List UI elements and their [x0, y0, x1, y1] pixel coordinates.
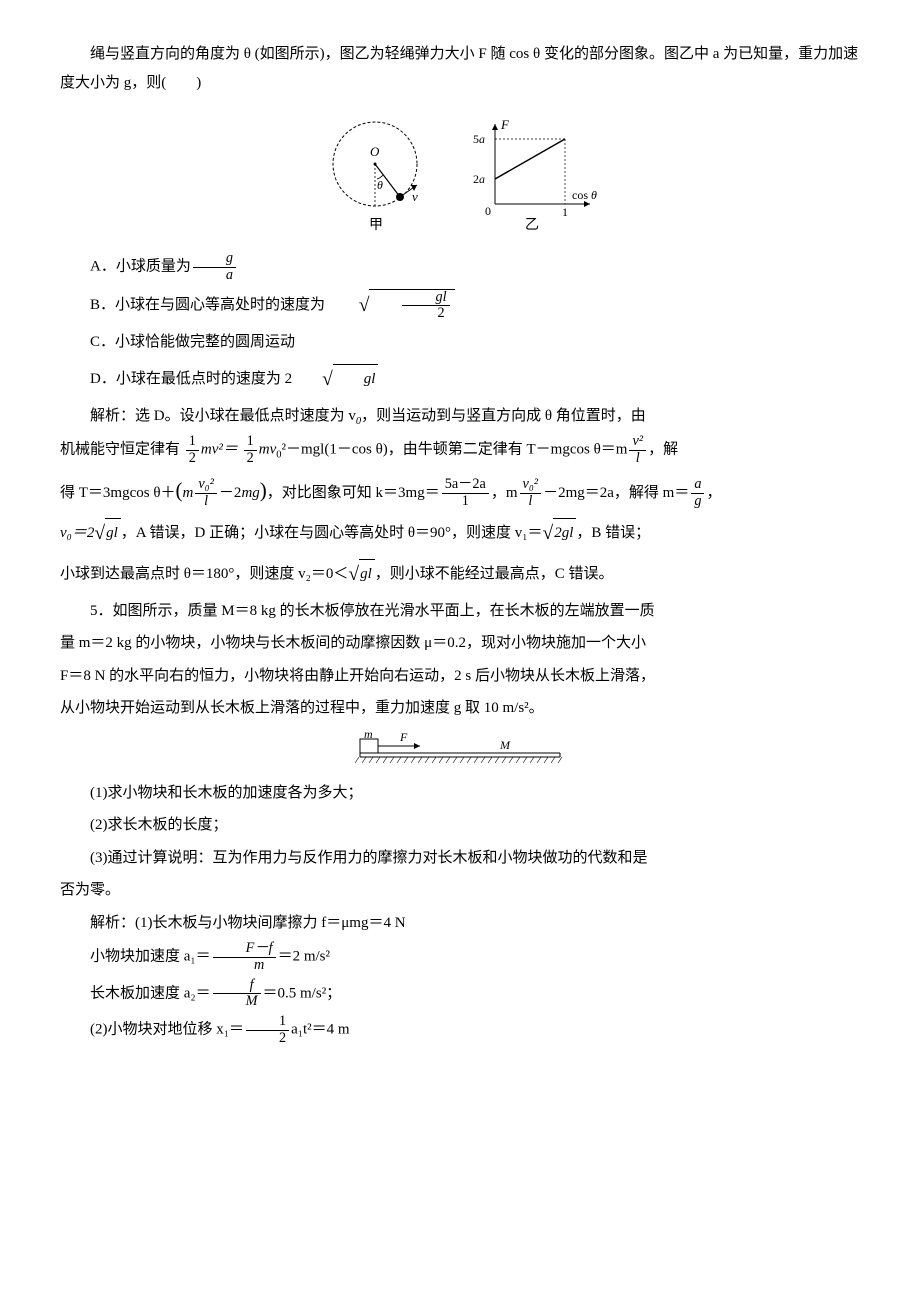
- option-D: D．小球在最低点时的速度为 2√gl: [60, 361, 860, 398]
- q5-line2: 量 m＝2 kg 的小物块，小物块与长木板间的动摩擦因数 μ＝0.2，现对小物块…: [60, 629, 860, 658]
- graph-2a: 2a: [473, 172, 485, 186]
- diagram-row-1: O θ v 甲 F 5a 2a 0 1 cos θ 乙: [60, 109, 860, 239]
- graph-0: 0: [485, 204, 491, 218]
- sol2-l2: 小物块加速度 a₁＝F－fm＝2 m/s²: [60, 941, 860, 973]
- option-C: C．小球恰能做完整的圆周运动: [60, 328, 860, 357]
- caption-jia: 甲: [369, 218, 383, 233]
- label-v: v: [412, 189, 418, 204]
- subq-3: (3)通过计算说明：互为作用力与反作用力的摩擦力对长木板和小物块做功的代数和是: [60, 844, 860, 873]
- intro-paragraph: 绳与竖直方向的角度为 θ (如图所示)，图乙为轻绳弹力大小 F 随 cos θ …: [60, 40, 860, 97]
- graph-F: F: [500, 117, 510, 132]
- sol2-l4: (2)小物块对地位移 x₁＝12a₁t²＝4 m: [60, 1014, 860, 1046]
- graph-cos: cos θ: [572, 188, 597, 202]
- caption-yi: 乙: [525, 217, 539, 233]
- solution1-line3: 得 T＝3mgcos θ＋(mv₀²l－2mg)，对比图象可知 k＝3mg＝5a…: [60, 471, 860, 511]
- solution1-line4: v₀＝2√gl，A 错误，D 正确；小球在与圆心等高处时 θ＝90°，则速度 v…: [60, 515, 860, 552]
- label-theta: θ: [377, 178, 383, 192]
- q5-line4: 从小物块开始运动到从长木板上滑落的过程中，重力加速度 g 取 10 m/s²。: [60, 694, 860, 723]
- solution1-line5: 小球到达最高点时 θ＝180°，则速度 v₂＝0＜√gl，则小球不能经过最高点，…: [60, 556, 860, 593]
- option-A: A．小球质量为ga: [60, 251, 860, 283]
- q5-line3: F＝8 N 的水平向右的恒力，小物块将由静止开始向右运动，2 s 后小物块从长木…: [60, 662, 860, 691]
- solution1-line2: 机械能守恒定律有 12mv²＝ 12mv0²－mgl(1－cos θ)，由牛顿第…: [60, 434, 860, 466]
- subq-1: (1)求小物块和长木板的加速度各为多大；: [60, 779, 860, 808]
- graph-5a: 5a: [473, 132, 485, 146]
- graph-1: 1: [562, 205, 568, 219]
- label-m: m: [364, 731, 373, 741]
- option-B: B．小球在与圆心等高处时的速度为 √gl2: [60, 287, 860, 324]
- subq-2: (2)求长木板的长度；: [60, 811, 860, 840]
- circle-diagram: O θ v 甲: [315, 109, 435, 239]
- label-F: F: [399, 731, 408, 744]
- q5-line1: 5．如图所示，质量 M＝8 kg 的长木板停放在光滑水平面上，在长木板的左端放置…: [60, 597, 860, 626]
- graph-diagram: F 5a 2a 0 1 cos θ 乙: [465, 109, 605, 239]
- solution1-line1: 解析：选 D。设小球在最低点时速度为 v0，则当运动到与竖直方向成 θ 角位置时…: [60, 402, 860, 431]
- label-O: O: [370, 144, 380, 159]
- subq-3b: 否为零。: [60, 876, 860, 905]
- label-M: M: [499, 738, 511, 752]
- block-diagram: m F M: [60, 731, 860, 771]
- sol2-l3: 长木板加速度 a₂＝fM＝0.5 m/s²；: [60, 978, 860, 1010]
- sol2-l1: 解析：(1)长木板与小物块间摩擦力 f＝μmg＝4 N: [60, 909, 860, 938]
